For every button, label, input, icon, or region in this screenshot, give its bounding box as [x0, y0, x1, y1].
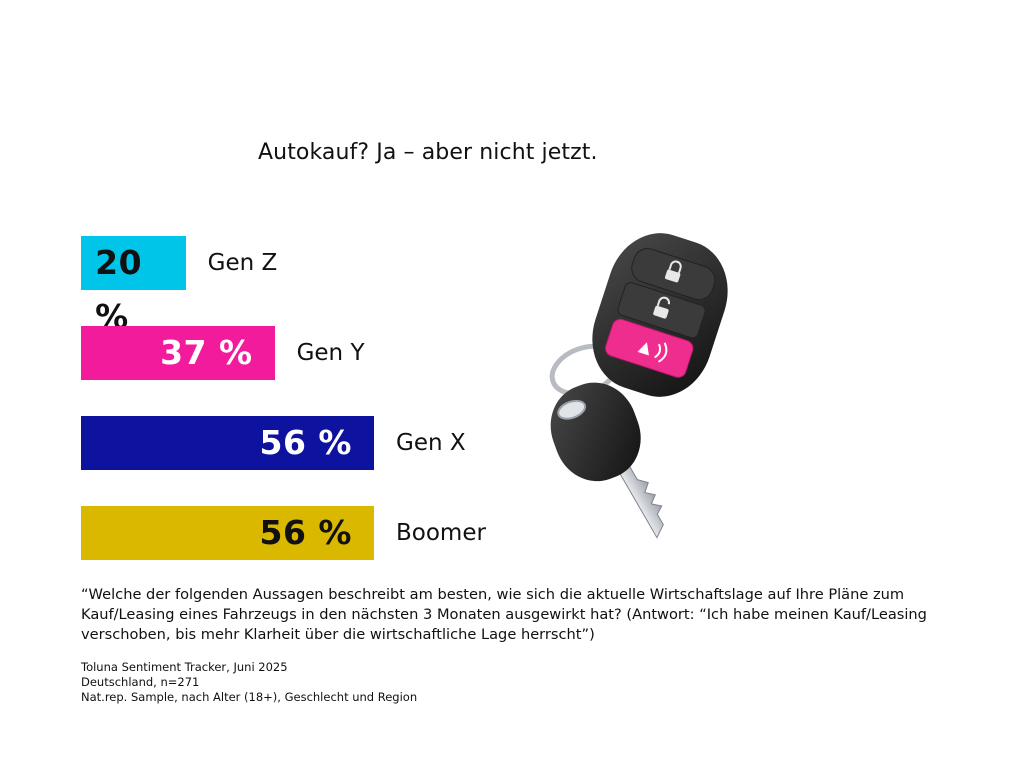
source-line: Deutschland, n=271 [81, 675, 200, 689]
bar-value-label: 56 % [259, 423, 352, 462]
bar-gen-y: 37 % [81, 326, 275, 380]
chart-title: Autokauf? Ja – aber nicht jetzt. [258, 140, 598, 165]
category-label: Boomer [396, 520, 486, 546]
category-label: Gen Y [296, 340, 365, 366]
category-label: Gen Z [207, 250, 278, 276]
bar-value-label: 20 % [95, 243, 143, 336]
bar-value-label: 37 % [160, 333, 253, 372]
car-key-icon [549, 233, 728, 539]
source-line: Toluna Sentiment Tracker, Juni 2025 [81, 660, 288, 674]
source-line: Nat.rep. Sample, nach Alter (18+), Gesch… [81, 690, 418, 704]
category-label: Gen X [396, 430, 466, 456]
bar-boomer: 56 % [81, 506, 374, 560]
bar-gen-x: 56 % [81, 416, 374, 470]
survey-question: “Welche der folgenden Aussagen beschreib… [81, 586, 927, 643]
source-note: Toluna Sentiment Tracker, Juni 2025 Deut… [81, 660, 417, 705]
bar-value-label: 56 % [259, 513, 352, 552]
bar-gen-z: 20 % [81, 236, 186, 336]
